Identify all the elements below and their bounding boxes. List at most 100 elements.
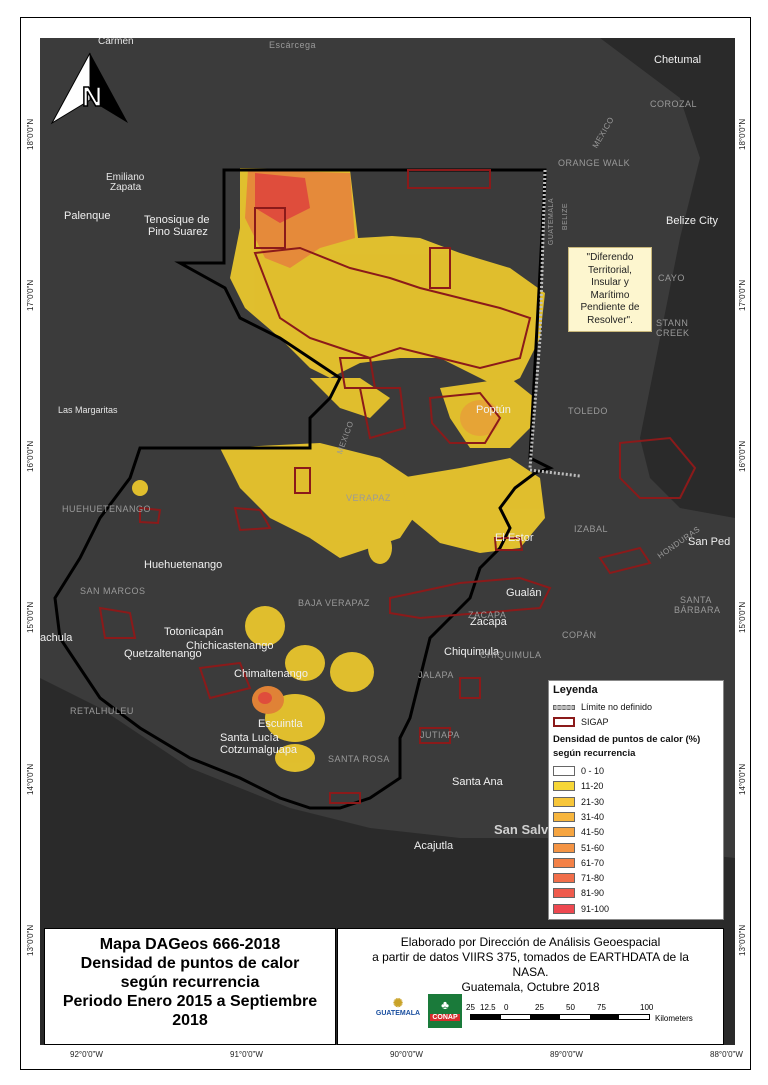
legend-class-label: 51-60	[581, 842, 605, 853]
title-box: Mapa DAGeos 666-2018 Densidad de puntos …	[44, 928, 336, 1045]
label-huehuetenango-dept: HUEHUETENANGO	[62, 504, 152, 514]
label-tenosique-2: Pino Suarez	[148, 226, 208, 238]
label-belize-city: Belize City	[666, 215, 718, 227]
legend-class-row: 21-30	[553, 796, 604, 808]
legend-class-swatch	[553, 873, 575, 884]
label-toledo: TOLEDO	[568, 406, 608, 416]
legend-class-swatch	[553, 903, 575, 914]
label-chimaltenango: Chimaltenango	[234, 668, 308, 680]
legend-title: Leyenda	[553, 684, 598, 696]
label-escarcega: Escárcega	[269, 40, 317, 50]
legend-row-sigap: SIGAP	[553, 716, 609, 728]
lat-tick-16-right: 16°0'0"N	[738, 440, 747, 472]
country-border	[53, 168, 554, 810]
legend-class-label: 81-90	[581, 888, 605, 899]
lon-tick-91: 91°0'0"W	[230, 1050, 263, 1059]
legend-class-label: 71-80	[581, 873, 605, 884]
label-tenosique-1: Tenosique de	[144, 214, 210, 226]
legend-row-limite: Límite no definido	[553, 701, 652, 713]
legend-class-row: 31-40	[553, 811, 604, 823]
label-poptun: Poptún	[476, 404, 511, 416]
lat-tick-14: 14°0'0"N	[26, 763, 35, 795]
label-jalapa: JALAPA	[418, 670, 454, 680]
label-zacapa-dept: ZACAPA	[468, 610, 507, 620]
scale-bar	[470, 1014, 650, 1020]
guatemala-logo: ✺ GUATEMALA	[370, 996, 426, 1017]
label-izabal: IZABAL	[574, 524, 609, 534]
legend-class-swatch	[553, 857, 575, 868]
label-retalhuleu: RETALHULEU	[70, 706, 134, 716]
limite-swatch	[553, 704, 575, 710]
label-verapaz: VERAPAZ	[346, 493, 391, 503]
label-las-margaritas: Las Margaritas	[58, 405, 118, 415]
legend-class-swatch	[553, 842, 575, 853]
legend-class-label: 61-70	[581, 857, 605, 868]
title-line-3: según recurrencia	[120, 974, 260, 991]
label-creek: CREEK	[656, 328, 690, 338]
lat-tick-17-right: 17°0'0"N	[738, 279, 747, 311]
label-santa-barbara-2: BÁRBARA	[674, 605, 721, 615]
label-belize-border: BELIZE	[562, 202, 570, 231]
legend-class-label: 11-20	[581, 781, 604, 792]
label-chichicastenango: Chichicastenango	[186, 640, 274, 652]
label-huehuetenango: Huehuetenango	[144, 559, 223, 571]
conap-logo: ♣ CONAP	[428, 994, 462, 1028]
lat-tick-14-right: 14°0'0"N	[738, 763, 747, 795]
label-chetumal: Chetumal	[654, 54, 702, 66]
lat-tick-18: 18°0'0"N	[26, 118, 35, 150]
lat-tick-16: 16°0'0"N	[26, 440, 35, 472]
title-line-4: Periodo Enero 2015 a Septiembre	[62, 993, 318, 1010]
scale-label: 75	[597, 1003, 606, 1012]
credits-box: Elaborado por Dirección de Análisis Geoe…	[337, 928, 724, 1045]
scale-label: 50	[566, 1003, 575, 1012]
legend-density-title-1: Densidad de puntos de calor (%)	[553, 734, 701, 745]
scale-label: 12.5	[480, 1003, 496, 1012]
label-santa-ana: Santa Ana	[452, 776, 503, 788]
label-chiquimula: Chiquimula	[444, 646, 500, 658]
legend-class-label: 31-40	[581, 811, 605, 822]
legend-class-row: 41-50	[553, 826, 604, 838]
legend: Leyenda Límite no definido SIGAP Densida…	[548, 680, 724, 920]
label-escuintla: Escuintla	[258, 718, 303, 730]
lon-tick-92: 92°0'0"W	[70, 1050, 103, 1059]
guatemala-emblem-icon: ✺	[392, 996, 404, 1010]
label-baja-verapaz: BAJA VERAPAZ	[298, 598, 370, 608]
scale-label: 0	[504, 1003, 509, 1012]
legend-class-row: 91-100	[553, 903, 609, 915]
label-orange-walk: ORANGE WALK	[558, 158, 631, 168]
legend-class-label: 0 - 10	[581, 766, 605, 776]
legend-class-swatch	[553, 781, 575, 792]
title-line-5: 2018	[172, 1012, 208, 1029]
label-guatemala-border: GUATEMALA	[548, 197, 556, 246]
lat-tick-13: 13°0'0"N	[26, 924, 35, 956]
legend-class-row: 81-90	[553, 887, 604, 899]
credits-line-4: Guatemala, Octubre 2018	[461, 980, 600, 994]
legend-sigap-label: SIGAP	[581, 717, 609, 727]
credits-line-2: a partir de datos VIIRS 375, tomados de …	[372, 950, 689, 964]
label-totonicapan: Totonicapán	[164, 626, 224, 638]
legend-class-swatch	[553, 766, 575, 776]
legend-class-row: 11-20	[553, 780, 603, 792]
legend-limite-label: Límite no definido	[581, 702, 653, 712]
legend-class-label: 41-50	[581, 827, 605, 838]
label-el-estor: El Estor	[495, 532, 534, 544]
legend-class-label: 21-30	[581, 796, 605, 807]
lat-tick-15-right: 15°0'0"N	[738, 601, 747, 633]
label-san-pedro: San Ped	[688, 536, 731, 548]
legend-class-swatch	[553, 827, 575, 838]
label-santa-lucia-1: Santa Lucía	[220, 732, 279, 744]
legend-class-swatch	[553, 796, 575, 807]
lat-tick-13-right: 13°0'0"N	[738, 924, 747, 956]
territorial-dispute-callout: "Diferendo Territorial, Insular y Maríti…	[568, 247, 652, 332]
label-carmen: Carmen	[98, 38, 134, 47]
label-palenque: Palenque	[64, 210, 111, 222]
undefined-border	[528, 169, 547, 469]
legend-density-title-2: según recurrencia	[553, 748, 636, 759]
protected-areas	[98, 169, 697, 804]
label-acajutla: Acajutla	[414, 840, 454, 852]
lat-tick-15: 15°0'0"N	[26, 601, 35, 633]
title-line-1: Mapa DAGeos 666-2018	[99, 936, 281, 953]
label-santa-lucia-2: Cotzumalguapa	[220, 744, 298, 756]
lat-tick-18-right: 18°0'0"N	[738, 118, 747, 150]
label-san-marcos: SAN MARCOS	[80, 586, 146, 596]
